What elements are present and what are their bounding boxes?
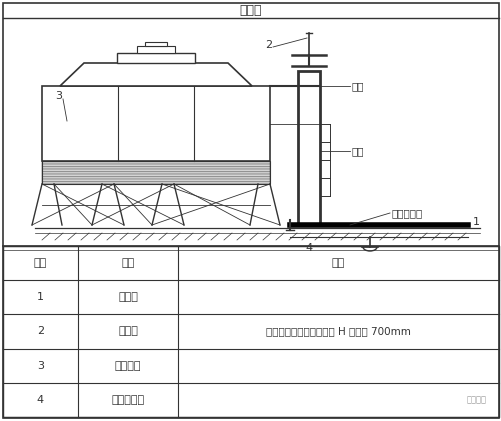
Bar xyxy=(42,181,270,184)
Bar xyxy=(42,86,270,161)
Text: 1: 1 xyxy=(37,292,44,302)
Bar xyxy=(298,71,319,225)
Bar xyxy=(42,161,270,163)
Text: 2: 2 xyxy=(265,40,272,50)
Text: 3: 3 xyxy=(55,91,62,101)
Bar xyxy=(42,169,270,171)
Text: 规格: 规格 xyxy=(331,258,345,268)
Bar xyxy=(42,166,270,169)
Bar xyxy=(42,174,270,176)
Bar xyxy=(42,161,270,184)
Text: 序号: 序号 xyxy=(34,258,47,268)
Text: 1: 1 xyxy=(472,217,479,227)
Bar xyxy=(145,42,167,46)
Text: 避雷带: 避雷带 xyxy=(118,292,138,302)
Text: 3: 3 xyxy=(37,361,44,371)
Polygon shape xyxy=(60,63,252,86)
Bar xyxy=(42,171,270,174)
Text: 4: 4 xyxy=(305,243,312,253)
Text: 冷却水塔: 冷却水塔 xyxy=(115,361,141,371)
Text: 名称: 名称 xyxy=(121,258,134,268)
Text: 避雷带支架: 避雷带支架 xyxy=(111,395,144,405)
Bar xyxy=(42,179,270,181)
Text: 4: 4 xyxy=(37,395,44,405)
Bar xyxy=(42,163,270,166)
Text: 爬梯: 爬梯 xyxy=(351,146,364,156)
Bar xyxy=(42,176,270,179)
Bar xyxy=(137,46,175,53)
Bar xyxy=(4,19,497,226)
Text: 接地跨接线: 接地跨接线 xyxy=(391,208,422,218)
Bar xyxy=(3,246,498,417)
Text: 暖通南社: 暖通南社 xyxy=(466,395,486,405)
Bar xyxy=(117,53,194,63)
Text: 避雷针: 避雷针 xyxy=(118,327,138,336)
Text: 2: 2 xyxy=(37,327,44,336)
Text: 大样图: 大样图 xyxy=(239,3,262,16)
Text: 按设计要求，如无则高度 H 不小于 700mm: 按设计要求，如无则高度 H 不小于 700mm xyxy=(266,327,410,336)
Text: 焊接: 焊接 xyxy=(351,81,364,91)
